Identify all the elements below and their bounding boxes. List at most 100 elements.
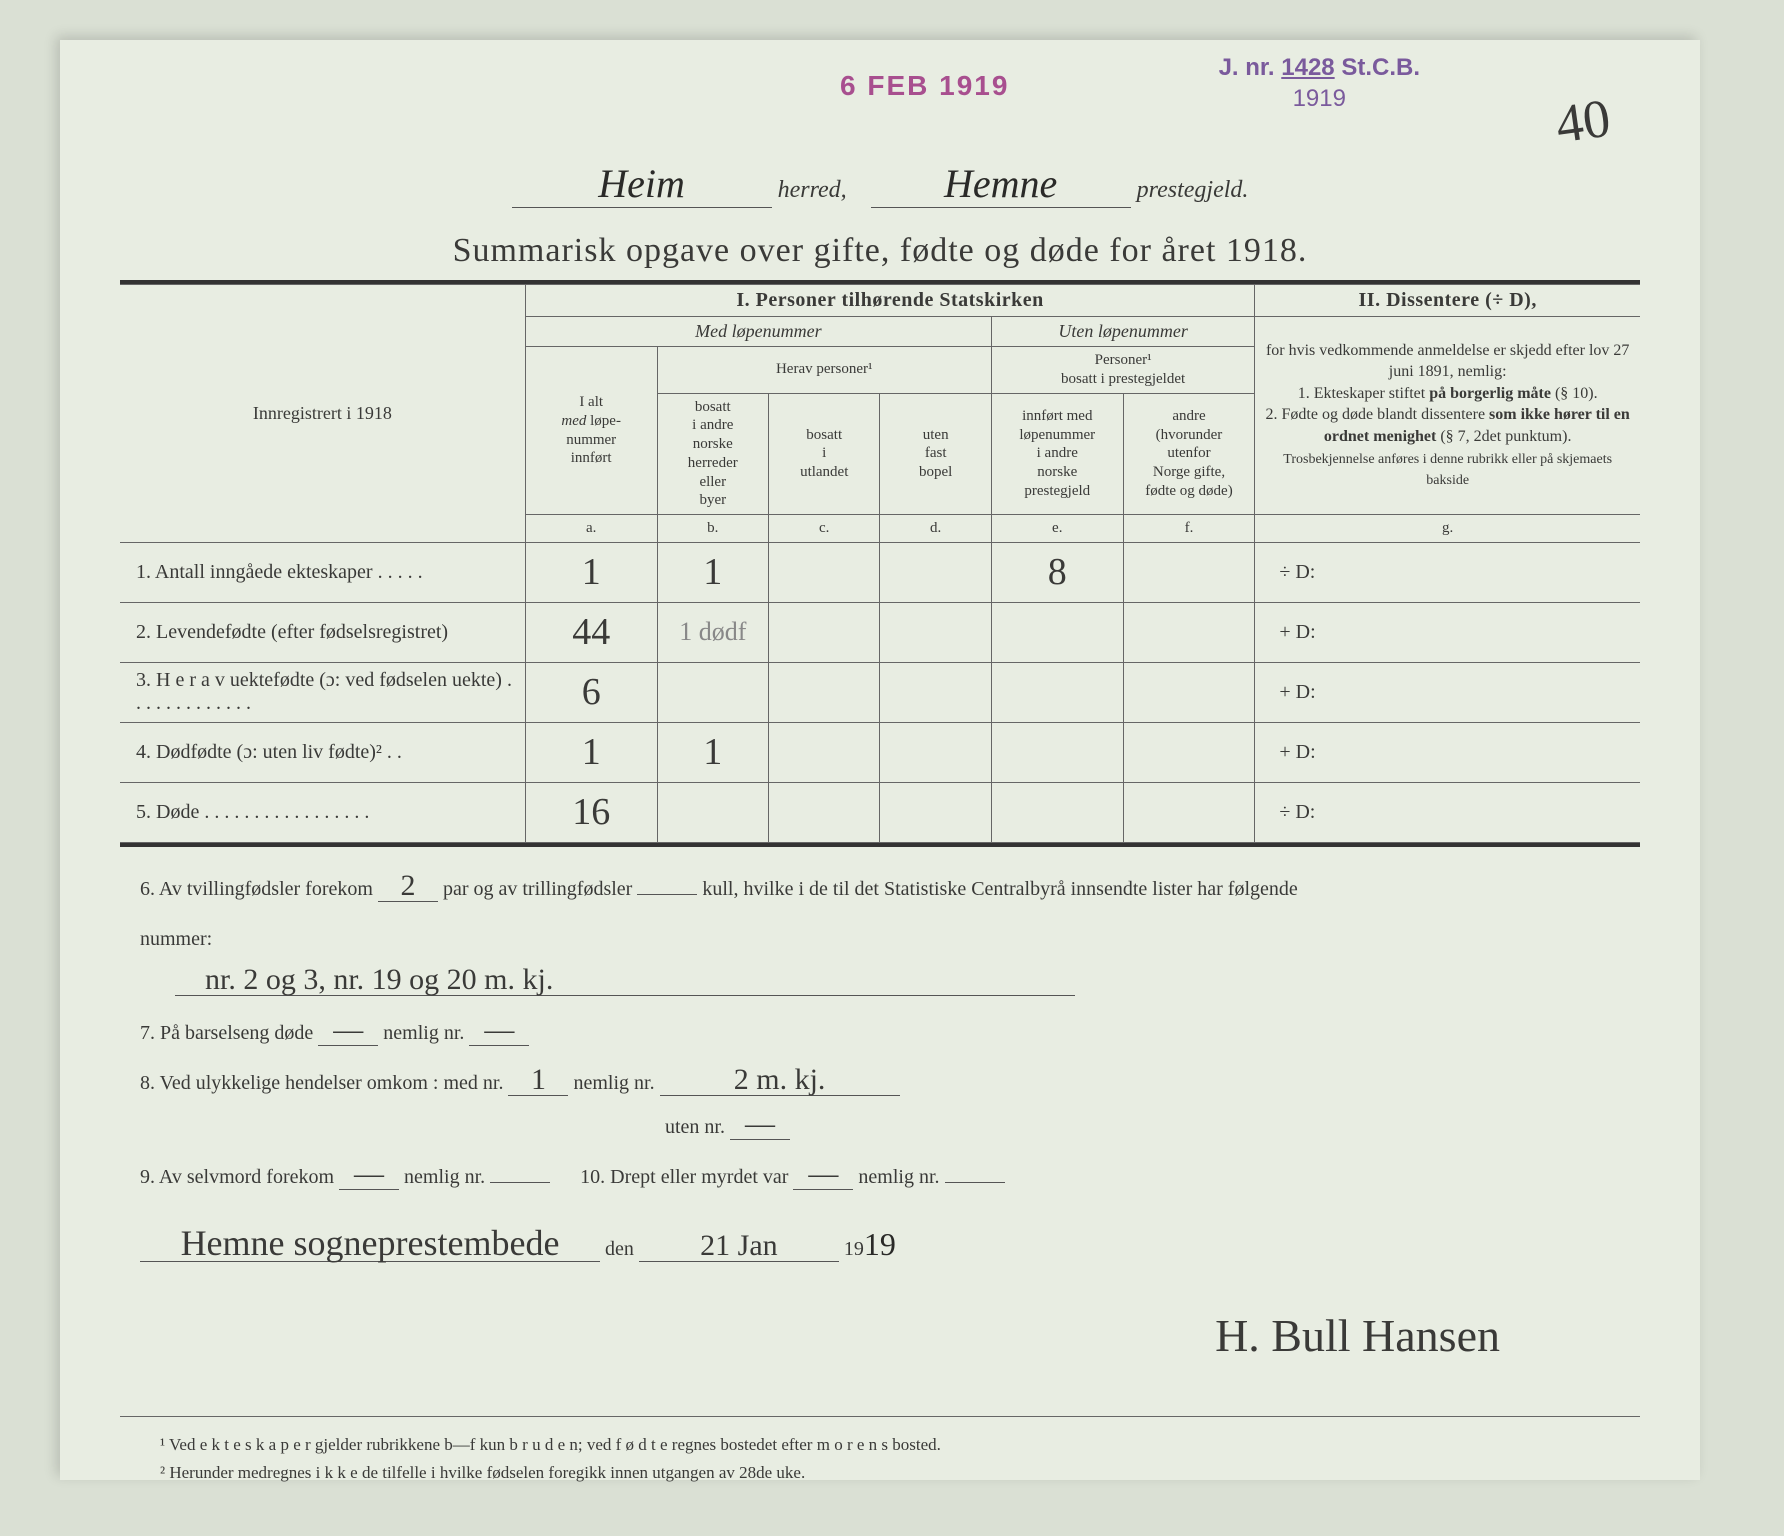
letter-d: d. [880,515,991,543]
cell [880,542,991,602]
cell: 44 [525,602,657,662]
cell [880,782,991,842]
herred-value: Heim [512,160,772,208]
q7-nr: — [469,1015,529,1046]
q6-a: 6. Av tvillingfødsler forekom [140,878,373,900]
footnotes: ¹ Ved e k t e s k a p e r gjelder rubrik… [120,1431,1640,1485]
letter-e: e. [991,515,1123,543]
cell [991,782,1123,842]
col-f-header: andre(hvorunderutenforNorge gifte,fødte … [1123,393,1255,515]
main-table: Innregistrert i 1918 I. Personer tilhøre… [120,284,1640,843]
cell [1123,542,1255,602]
cell [657,782,768,842]
footnote-rule [120,1416,1640,1417]
cell: 1 [657,542,768,602]
cell: 1 dødf [657,602,768,662]
col-d-header: utenfastbopel [880,393,991,515]
jnr-suffix: St.C.B. [1341,54,1420,81]
dissenter-body: for hvis vedkommende anmeldelse er skjed… [1266,342,1630,489]
handwritten-page-number: 40 [1552,87,1614,156]
cell [1123,662,1255,722]
cell: 8 [991,542,1123,602]
q9-10: 9. Av selvmord forekom — nemlig nr. 10. … [140,1155,1620,1199]
section1-header: I. Personer tilhørende Statskirken [525,285,1255,317]
personer-bosatt-header: Personer¹bosatt i prestegjeldet [991,347,1254,394]
den-label: den [605,1238,634,1260]
cell: 1 [525,542,657,602]
q6-nums-row: nummer: nr. 2 og 3, nr. 19 og 20 m. kj. [140,917,1620,1005]
q10-b: nemlig nr. [858,1166,939,1188]
row-label: 4. Dødfødte (ɔ: uten liv fødte)² . . [120,722,525,782]
document-page: 6 FEB 1919 J. nr. 1428 St.C.B. 1919 40 H… [60,40,1700,1480]
letter-f: f. [1123,515,1255,543]
cell: 16 [525,782,657,842]
uten-lope-text: Uten løpenummer [1058,321,1187,341]
signing-line: Hemne sogneprestembede den 21 Jan 1919 [140,1209,1620,1279]
cell: 1 [525,722,657,782]
cell [880,602,991,662]
prestegjeld-label: prestegjeld. [1137,177,1249,203]
row-label: 3. H e r a v uektefødte (ɔ: ved fødselen… [120,662,525,722]
q10-v: — [793,1159,853,1190]
row-label: 2. Levendefødte (efter fødselsregistret) [120,602,525,662]
table-row: 2. Levendefødte (efter fødselsregistret)… [120,602,1640,662]
cell: + D: [1255,602,1640,662]
cell: + D: [1255,662,1640,722]
cell [880,722,991,782]
q6: 6. Av tvillingfødsler forekom 2 par og a… [140,867,1620,911]
jnr-year: 1919 [1219,83,1420,114]
letter-b: b. [657,515,768,543]
innreg-header: Innregistrert i 1918 [120,285,525,543]
footnote-1: ¹ Ved e k t e s k a p e r gjelder rubrik… [160,1431,1640,1458]
dissenter-text: for hvis vedkommende anmeldelse er skjed… [1255,317,1640,515]
q7-a: 7. På barselseng døde [140,1022,313,1044]
cell [769,722,880,782]
q6-twin-value: 2 [378,871,438,902]
q7-b: nemlig nr. [383,1022,464,1044]
cell [991,662,1123,722]
cell: 1 [657,722,768,782]
uten-lope-header: Uten løpenummer [991,317,1254,347]
cell [769,662,880,722]
cell [769,782,880,842]
col-a-header: I altmed løpe-nummerinnført [525,347,657,515]
cell [1123,722,1255,782]
row-label: 1. Antall inngåede ekteskaper . . . . . [120,542,525,602]
header-line: Heim herred, Hemne prestegjeld. [120,160,1640,208]
lower-questions: 6. Av tvillingfødsler forekom 2 par og a… [120,867,1640,1387]
q9-b: nemlig nr. [404,1166,485,1188]
jnr-prefix: J. nr. [1219,54,1275,81]
cell [769,542,880,602]
q9-v: — [339,1159,399,1190]
q9-nr [490,1182,550,1183]
q9-a: 9. Av selvmord forekom [140,1166,334,1188]
q10-nr [945,1182,1005,1183]
table-row: 1. Antall inngåede ekteskaper . . . . . … [120,542,1640,602]
year-suffix: 19 [864,1226,896,1262]
cell [991,602,1123,662]
cell [991,722,1123,782]
letter-c: c. [769,515,880,543]
signature: H. Bull Hansen [140,1285,1620,1386]
cell [657,662,768,722]
q8: 8. Ved ulykkelige hendelser omkom : med … [140,1061,1620,1149]
col-e-header: innført medløpenummeri andrenorskepreste… [991,393,1123,515]
year-prefix: 19 [844,1238,864,1260]
table-row: 3. H e r a v uektefødte (ɔ: ved fødselen… [120,662,1640,722]
cell: ÷ D: [1255,542,1640,602]
date-stamp: 6 FEB 1919 [840,70,1009,102]
q6-c: kull, hvilke i de til det Statistiske Ce… [702,878,1297,900]
q10-a: 10. Drept eller myrdet var [580,1166,788,1188]
signing-place: Hemne sogneprestembede [140,1225,600,1262]
journal-number-stamp: J. nr. 1428 St.C.B. 1919 [1219,52,1420,114]
herred-label: herred, [778,177,847,203]
signing-date: 21 Jan [639,1231,839,1262]
q6-nums-value: nr. 2 og 3, nr. 19 og 20 m. kj. [175,965,1075,996]
q8-c: uten nr. [665,1116,725,1138]
footnote-2: ² Herunder medregnes i k k e de tilfelle… [160,1459,1640,1486]
q8-uten: — [730,1109,790,1140]
q8-b: nemlig nr. [573,1072,654,1094]
section2-header: II. Dissentere (÷ D), [1255,285,1640,317]
med-lope-text: Med løpenummer [695,321,821,341]
cell: ÷ D: [1255,782,1640,842]
